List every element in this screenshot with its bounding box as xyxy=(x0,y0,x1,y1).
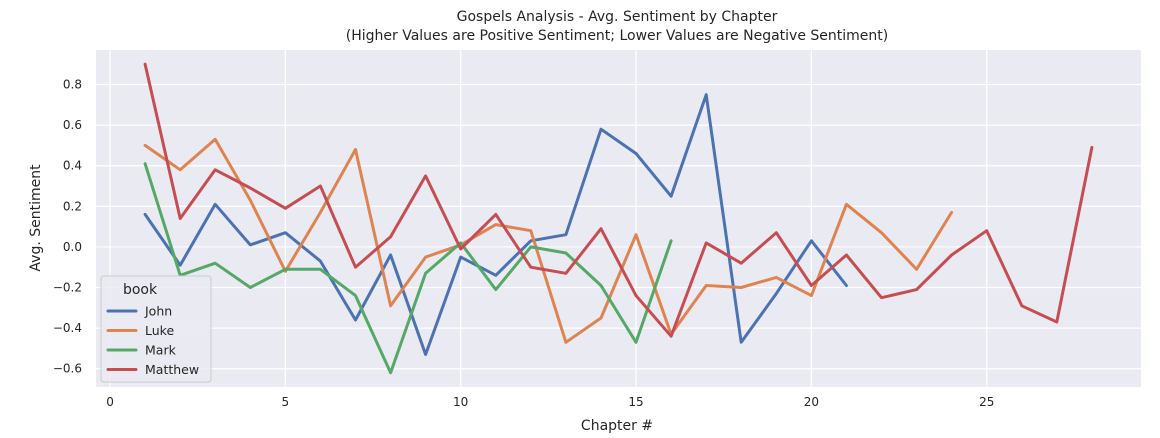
series-line-matthew xyxy=(143,62,1094,338)
x-axis-label: Chapter # xyxy=(581,418,653,434)
legend: book John Luke Mark Matthew xyxy=(100,275,212,383)
y-tick-label: 0.0 xyxy=(63,240,82,254)
x-tick-label: 0 xyxy=(106,395,114,409)
x-tick-label: 15 xyxy=(628,395,643,409)
legend-label-matthew: Matthew xyxy=(145,362,199,377)
tick-labels: 0 5 10 15 20 25 −0.6 −0.4 −0.2 0.0 0.2 0.4 0.6 0.8 xyxy=(53,78,994,409)
series-line-mark xyxy=(143,162,673,375)
legend-label-john: John xyxy=(144,304,172,319)
legend-label-mark: Mark xyxy=(145,343,177,358)
y-tick-label: 0.6 xyxy=(63,118,82,132)
series-lines xyxy=(143,62,1094,375)
x-tick-label: 5 xyxy=(282,395,290,409)
legend-label-luke: Luke xyxy=(145,323,174,338)
y-tick-label: −0.6 xyxy=(53,362,82,376)
x-tick-label: 10 xyxy=(453,395,468,409)
legend-title: book xyxy=(123,282,158,298)
y-tick-label: 0.2 xyxy=(63,199,82,213)
chart-title: Gospels Analysis - Avg. Sentiment by Cha… xyxy=(457,9,778,25)
y-tick-label: 0.4 xyxy=(63,159,82,173)
legend-items: John Luke Mark Matthew xyxy=(106,304,199,377)
y-axis-label: Avg. Sentiment xyxy=(28,164,44,272)
x-tick-label: 20 xyxy=(804,395,819,409)
plot-area xyxy=(96,50,1141,387)
y-tick-label: −0.4 xyxy=(53,321,82,335)
series-line-john xyxy=(143,93,848,356)
x-tick-label: 25 xyxy=(979,395,994,409)
y-tick-label: −0.2 xyxy=(53,281,82,295)
legend-box xyxy=(100,275,212,383)
y-tick-label: 0.8 xyxy=(63,78,82,92)
grid-lines xyxy=(96,50,1141,387)
chart-subtitle: (Higher Values are Positive Sentiment; L… xyxy=(346,28,888,44)
